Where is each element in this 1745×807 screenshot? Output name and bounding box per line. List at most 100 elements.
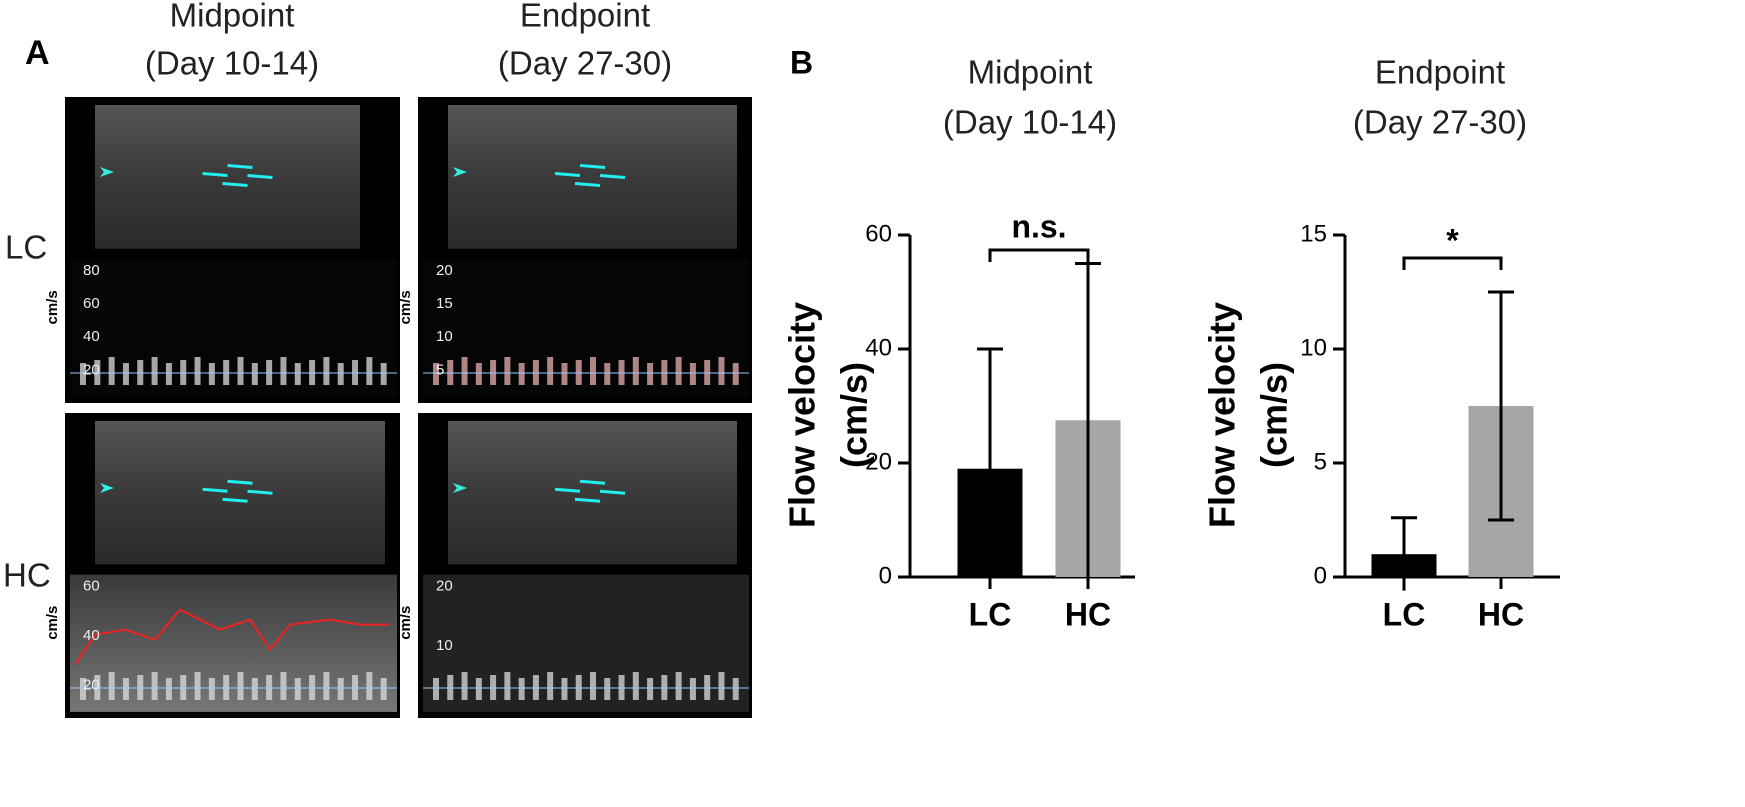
us-tick-label: 5 [436, 361, 444, 378]
doppler-spike [80, 678, 86, 700]
doppler-spike [323, 357, 330, 385]
doppler-spike [151, 672, 158, 700]
us-tick-label: 40 [83, 328, 100, 345]
y-tick-label: 5 [1314, 448, 1327, 475]
chart-title: Endpoint [1375, 54, 1505, 91]
doppler-spike [647, 363, 654, 385]
cursor [453, 483, 467, 493]
doppler [423, 574, 749, 712]
doppler-spike [122, 678, 129, 700]
column-title: Endpoint [520, 0, 650, 34]
chart-title: Midpoint [968, 54, 1093, 91]
doppler-spike [433, 678, 439, 700]
doppler-spike [108, 672, 115, 700]
cursor [453, 167, 467, 177]
y-tick-label: 0 [1314, 562, 1327, 589]
us-unit: cm/s [397, 290, 414, 324]
doppler-spike [366, 357, 373, 385]
significance-label: * [1446, 222, 1459, 258]
doppler-spike [294, 363, 301, 385]
doppler-spike [237, 357, 244, 385]
doppler-spike [108, 357, 115, 385]
doppler-spike [732, 363, 739, 385]
y-axis-label: Flow velocity [1202, 302, 1243, 528]
row-label: LC [5, 229, 47, 266]
column-subtitle: (Day 10-14) [145, 45, 319, 82]
doppler-spike [718, 357, 725, 385]
doppler [70, 574, 397, 712]
doppler-spike [475, 363, 482, 385]
vessel-mark [579, 479, 606, 485]
us-tick-label: 15 [436, 295, 453, 312]
vessel-mark [579, 164, 606, 169]
doppler-spike [632, 357, 639, 385]
doppler-spike [251, 363, 258, 385]
doppler-spike [647, 678, 654, 700]
x-tick-label: LC [969, 596, 1012, 632]
vessel-mark [227, 164, 253, 169]
vessel-mark [599, 174, 626, 179]
us-unit: cm/s [44, 290, 61, 324]
doppler-spike [294, 678, 301, 700]
doppler-spike [194, 357, 201, 385]
y-tick-label: 60 [865, 220, 892, 247]
vessel-mark [202, 172, 228, 177]
y-tick-label: 10 [1300, 334, 1327, 361]
doppler-spike [590, 357, 596, 385]
vessel-mark [227, 479, 253, 485]
y-axis-label: (cm/s) [834, 362, 875, 468]
doppler [70, 259, 397, 397]
y-axis-label: (cm/s) [1254, 362, 1295, 468]
significance-bracket [988, 248, 1090, 262]
doppler-spike [504, 357, 511, 385]
vessel-mark [222, 497, 248, 503]
doppler-spike [208, 363, 215, 385]
doppler-spike [280, 357, 287, 385]
doppler-spike [518, 678, 525, 700]
doppler-spike [461, 357, 468, 385]
doppler-spike [380, 678, 387, 700]
significance-bracket [1402, 256, 1503, 270]
doppler [423, 259, 749, 397]
doppler-spike [475, 678, 482, 700]
us-tick-label: 80 [83, 262, 100, 279]
chart-subtitle: (Day 27-30) [1353, 104, 1527, 141]
us-tick-label: 20 [83, 676, 100, 693]
y-tick-label: 15 [1300, 220, 1327, 247]
x-tick-label: HC [1478, 596, 1524, 632]
doppler-spike [518, 363, 525, 385]
us-tick-label: 10 [436, 637, 453, 654]
cursor [100, 483, 114, 493]
doppler-spike [689, 678, 696, 700]
panel-label: B [790, 44, 813, 80]
doppler-spike [165, 363, 172, 385]
doppler-spike [237, 672, 244, 700]
vessel-mark [574, 182, 601, 187]
doppler-spike [561, 678, 568, 700]
x-tick-label: LC [1383, 596, 1426, 632]
doppler-spike [165, 678, 172, 700]
y-tick-label: 0 [879, 562, 892, 589]
us-unit: cm/s [397, 606, 414, 640]
us-tick-label: 60 [83, 295, 100, 312]
doppler-spike [337, 678, 344, 700]
column-subtitle: (Day 27-30) [498, 45, 672, 82]
row-label: HC [3, 557, 51, 594]
doppler-spike [561, 363, 568, 385]
doppler-spike [689, 363, 696, 385]
doppler-spike [718, 672, 725, 700]
vessel-mark [554, 487, 581, 493]
doppler-spike [547, 672, 554, 700]
b-mode [448, 421, 737, 565]
doppler-spike [366, 672, 373, 700]
vessel-mark [202, 487, 228, 493]
doppler-spike [151, 357, 158, 385]
vessel-mark [247, 489, 273, 495]
column-title: Midpoint [170, 0, 295, 34]
doppler-spike [604, 363, 611, 385]
doppler-spike [323, 672, 330, 700]
b-mode [95, 105, 360, 249]
vessel-mark [599, 489, 626, 495]
y-tick-label: 20 [865, 448, 892, 475]
doppler-spike [675, 357, 682, 385]
